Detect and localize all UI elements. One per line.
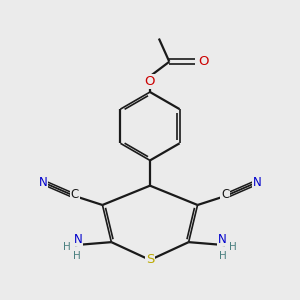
Text: N: N (253, 176, 261, 189)
Text: S: S (146, 254, 154, 266)
Text: O: O (145, 75, 155, 88)
Text: H: H (219, 250, 227, 260)
Text: C: C (221, 188, 229, 201)
Text: N: N (39, 176, 47, 189)
Text: N: N (74, 233, 82, 246)
Text: O: O (198, 55, 209, 68)
Text: C: C (71, 188, 79, 201)
Text: H: H (73, 250, 81, 260)
Text: N: N (218, 233, 226, 246)
Text: H: H (63, 242, 71, 252)
Text: H: H (229, 242, 237, 252)
